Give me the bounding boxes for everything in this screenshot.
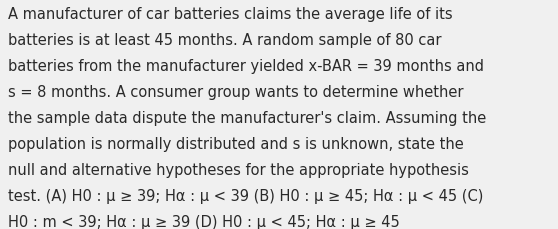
Text: batteries is at least 45 months. A random sample of 80 car: batteries is at least 45 months. A rando… — [8, 33, 442, 48]
Text: test. (A) H0 : μ ≥ 39; Hα : μ < 39 (B) H0 : μ ≥ 45; Hα : μ < 45 (C): test. (A) H0 : μ ≥ 39; Hα : μ < 39 (B) H… — [8, 188, 484, 203]
Text: the sample data dispute the manufacturer's claim. Assuming the: the sample data dispute the manufacturer… — [8, 110, 487, 125]
Text: s = 8 months. A consumer group wants to determine whether: s = 8 months. A consumer group wants to … — [8, 85, 464, 99]
Text: population is normally distributed and s is unknown, state the: population is normally distributed and s… — [8, 136, 464, 151]
Text: batteries from the manufacturer yielded x-BAR = 39 months and: batteries from the manufacturer yielded … — [8, 59, 484, 74]
Text: null and alternative hypotheses for the appropriate hypothesis: null and alternative hypotheses for the … — [8, 162, 469, 177]
Text: H0 : m < 39; Hα : μ ≥ 39 (D) H0 : μ < 45; Hα : μ ≥ 45: H0 : m < 39; Hα : μ ≥ 39 (D) H0 : μ < 45… — [8, 214, 400, 229]
Text: A manufacturer of car batteries claims the average life of its: A manufacturer of car batteries claims t… — [8, 7, 453, 22]
